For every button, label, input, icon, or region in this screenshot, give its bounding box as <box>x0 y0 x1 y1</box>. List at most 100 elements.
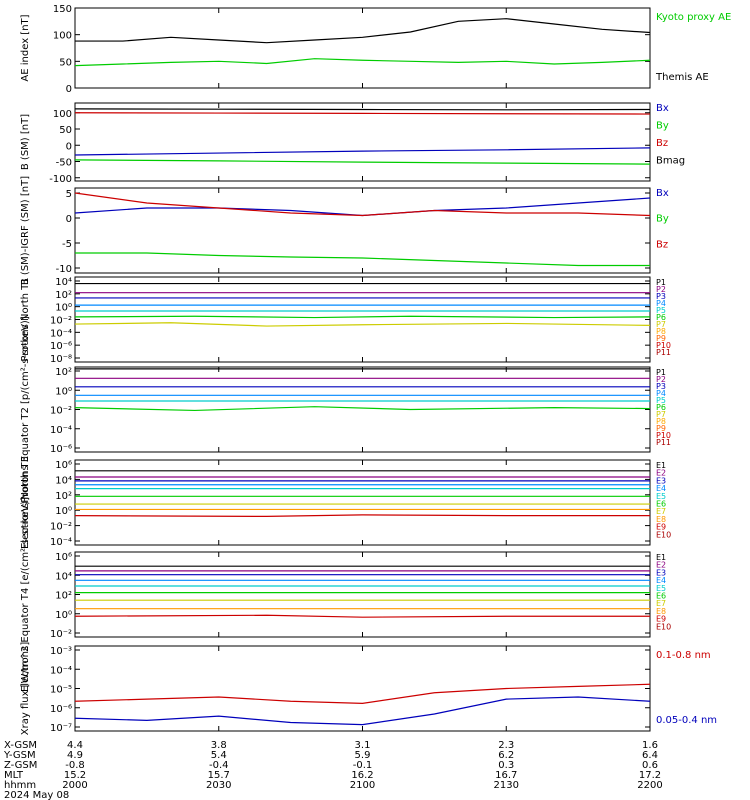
y-tick-label: 100 <box>53 109 72 120</box>
legend-entry: E6 <box>656 500 666 509</box>
x-axis-value: -0.1 <box>353 760 373 771</box>
legend-entry: E2 <box>656 469 666 478</box>
y-tick-label: 10⁻² <box>50 406 72 417</box>
legend-entry: E3 <box>656 568 666 577</box>
x-axis-value: 5.4 <box>211 750 227 761</box>
legend-entry: P11 <box>656 438 671 447</box>
series-line <box>74 159 651 165</box>
y-tick-label: 10² <box>55 367 72 378</box>
y-tick-label: 10⁻² <box>50 522 72 533</box>
legend-entry: P2 <box>656 375 666 384</box>
x-axis-row-label: MLT <box>4 770 24 781</box>
legend-entry: E9 <box>656 523 666 532</box>
y-tick-label: 10² <box>55 290 72 301</box>
legend-entry: E7 <box>656 507 666 516</box>
x-axis-value: 2000 <box>62 780 87 791</box>
x-axis-value: 17.2 <box>639 770 661 781</box>
legend-entry: P4 <box>656 299 666 308</box>
legend-entry: E5 <box>656 584 666 593</box>
y-tick-label: 50 <box>59 125 72 136</box>
y-tick-label: 10⁻⁷ <box>50 723 72 734</box>
legend-entry: E6 <box>656 592 666 601</box>
x-axis-value: 15.7 <box>208 770 230 781</box>
x-axis-value: 3.1 <box>355 740 371 751</box>
series-line <box>74 112 651 115</box>
y-axis-label: AE index [nT] <box>20 14 31 81</box>
legend-entry: P7 <box>656 410 666 419</box>
x-axis-value: 4.4 <box>67 740 83 751</box>
y-axis-label: Protons North T1 <box>20 277 31 361</box>
x-axis-row-label: Y-GSM <box>3 750 36 761</box>
legend-entry: P10 <box>656 341 671 350</box>
panel-frame <box>74 276 651 363</box>
y-axis-label: Protons Equator T2 [p/(cm²-s-sr-keV)] <box>20 316 31 503</box>
legend-entry: P9 <box>656 424 666 433</box>
y-tick-label: -5 <box>62 239 72 250</box>
y-tick-label: -10 <box>56 264 72 275</box>
legend-entry: P7 <box>656 320 666 329</box>
series-line <box>74 108 651 111</box>
x-axis-value: 16.7 <box>495 770 517 781</box>
legend-entry: E1 <box>656 461 666 470</box>
legend-entry: P4 <box>656 389 666 398</box>
x-axis-value: 16.2 <box>351 770 373 781</box>
x-axis-value: -0.8 <box>65 760 85 771</box>
y-tick-label: 10⁻² <box>50 629 72 640</box>
series-line <box>74 315 651 319</box>
y-axis-label: Electrons North T3 <box>20 456 31 549</box>
legend-entry: Kyoto proxy AE <box>656 12 731 23</box>
legend-entry: E7 <box>656 599 666 608</box>
y-axis-label: Xray flux [W/m^2] <box>20 642 31 736</box>
legend-entry: By <box>656 214 669 225</box>
series-line <box>74 322 651 327</box>
legend-entry: Bmag <box>656 156 685 167</box>
date-label: 2024 May 08 <box>4 790 69 800</box>
legend-entry: E5 <box>656 492 666 501</box>
legend-entry: 0.1-0.8 nm <box>656 650 711 661</box>
series-line <box>74 614 650 618</box>
y-tick-label: 10⁻⁴ <box>50 537 72 548</box>
series-line <box>74 58 651 67</box>
x-axis-row-label: Z-GSM <box>4 760 37 771</box>
legend-entry: Bx <box>656 103 669 114</box>
y-tick-label: 10² <box>55 591 72 602</box>
x-axis-value: 2.3 <box>498 740 514 751</box>
legend-entry: E10 <box>656 622 671 631</box>
y-tick-label: 10⁰ <box>55 386 72 397</box>
legend-entry: P8 <box>656 327 666 336</box>
legend-entry: P3 <box>656 382 666 391</box>
y-tick-label: 10⁰ <box>55 303 72 314</box>
x-axis-value: -0.4 <box>209 760 229 771</box>
legend-entry: P3 <box>656 292 666 301</box>
legend-entry: P2 <box>656 285 666 294</box>
legend-entry: P5 <box>656 306 666 315</box>
y-tick-label: 150 <box>53 4 72 15</box>
x-axis-row-label: X-GSM <box>4 740 37 751</box>
x-axis-value: 5.9 <box>355 750 371 761</box>
panel-frame <box>74 187 651 274</box>
legend-entry: E8 <box>656 607 666 616</box>
x-axis-value: 2100 <box>350 780 375 791</box>
legend-entry: E8 <box>656 515 666 524</box>
series-line <box>75 252 650 267</box>
y-tick-label: 0 <box>66 84 72 95</box>
y-tick-label: 10⁻³ <box>50 646 72 657</box>
y-tick-label: 0 <box>66 214 72 225</box>
series-line <box>74 192 651 217</box>
y-tick-label: 10⁻⁴ <box>50 328 72 339</box>
y-tick-label: 10⁻² <box>50 316 72 327</box>
y-tick-label: 5 <box>66 189 72 200</box>
legend-entry: Bx <box>656 188 669 199</box>
legend-entry: Bz <box>656 239 668 250</box>
x-axis-value: 0.3 <box>498 760 514 771</box>
legend-entry: P8 <box>656 417 666 426</box>
y-tick-label: 100 <box>53 31 72 42</box>
y-tick-label: 10² <box>55 491 72 502</box>
legend-entry: Themis AE <box>655 72 709 83</box>
x-axis-value: 4.9 <box>67 750 83 761</box>
x-axis-value: 15.2 <box>64 770 86 781</box>
series-line <box>75 18 651 44</box>
x-axis-value: 6.2 <box>498 750 514 761</box>
x-axis-value: 0.6 <box>642 760 658 771</box>
